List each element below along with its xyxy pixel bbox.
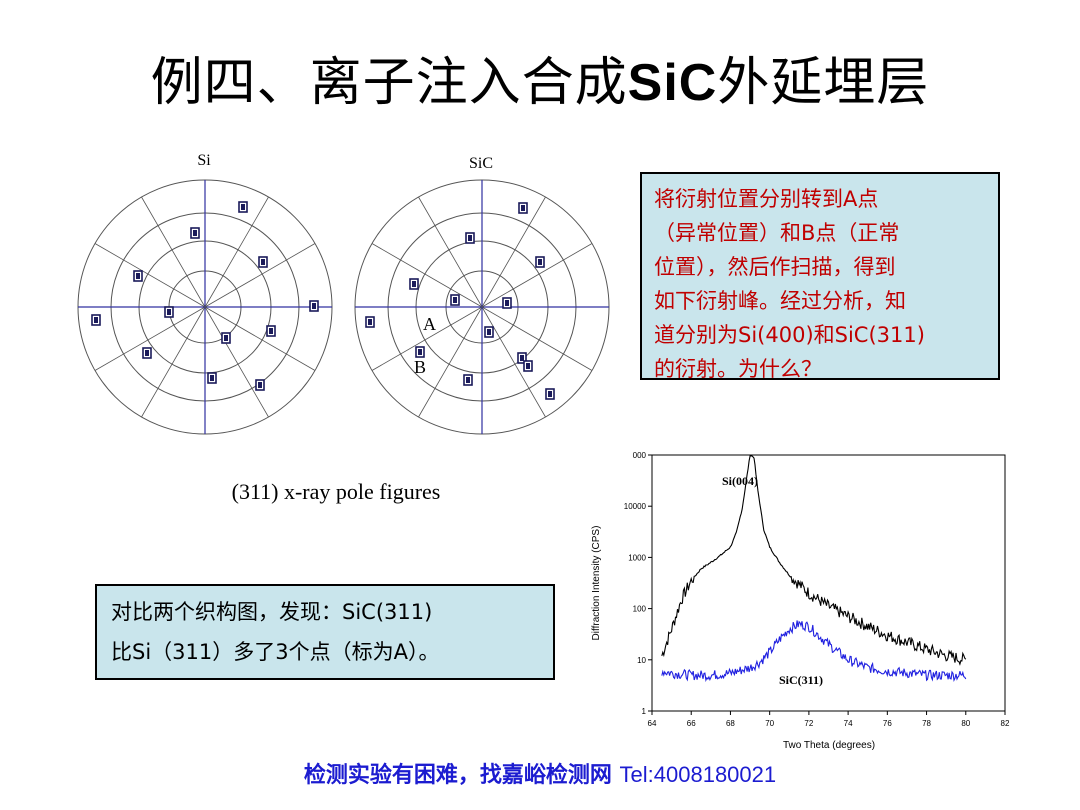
pole-spot-core [210,375,214,381]
pole-spoke [371,306,483,371]
x-tick-label: 76 [883,719,892,728]
x-tick-label: 80 [961,719,970,728]
explanation-line: 位置），然后作扫描，得到 [654,255,896,279]
series-label-sic311: SiC(311) [779,673,823,687]
pole-spot-core [193,230,197,236]
pole-spoke [141,306,206,418]
pole-spoke [94,306,206,371]
pole-spoke [481,306,546,418]
y-tick-label: 1000 [628,553,646,562]
explanation-box: 将衍射位置分别转到A点 （异常位置）和B点（正常 位置），然后作扫描，得到 如下… [640,172,1000,381]
pole-spot-core [548,391,552,397]
pole-spoke [204,306,316,371]
pole-spot-core [453,297,457,303]
pole-spoke [204,243,316,308]
pole-spoke [204,196,269,308]
pole-spot-core [468,235,472,241]
x-tick-label: 72 [804,719,813,728]
pole-spot-core [261,259,265,265]
pole-spot-core [505,300,509,306]
x-tick-label: 82 [1001,719,1010,728]
pole-figure-si [77,179,333,435]
x-axis-ticks: 64 66 68 70 72 74 76 78 80 82 [648,711,1010,728]
pole-spoke [481,243,593,308]
y-tick-label: 1 [642,707,647,716]
y-tick-label: 000 [633,451,647,460]
x-tick-label: 66 [687,719,696,728]
pole-spoke [141,196,206,308]
footer-contact: 检测实验有困难，找嘉峪检测网 Tel:4008180021 [303,762,777,788]
pole-spot-core [526,363,530,369]
pole-figure-sic-label: SiC [469,155,493,172]
series-line-sic311 [661,620,967,683]
pole-spot-core [269,328,273,334]
x-tick-label: 74 [844,719,853,728]
x-tick-label: 70 [765,719,774,728]
pole-spoke [94,243,206,308]
y-tick-label: 10 [637,656,646,665]
pole-spot-core [538,259,542,265]
y-tick-label: 100 [633,605,647,614]
point-a-label: A [423,314,436,334]
pole-spoke [371,243,483,308]
point-b-label: B [414,357,426,377]
explanation-line: 将衍射位置分别转到A点 [654,187,879,211]
explanation-line: 如下衍射峰。经过分析，知 [654,289,906,313]
pole-spot-core [312,303,316,309]
pole-figure-si-label: Si [197,152,211,169]
pole-spoke [481,196,546,308]
pole-spot-core [368,319,372,325]
pole-spot-core [466,377,470,383]
pole-spot-core [145,350,149,356]
pole-figure-caption: (311) x-ray pole figures [232,479,441,504]
pole-figure-sic [354,179,610,435]
x-axis-label: Two Theta (degrees) [783,740,875,751]
x-tick-label: 64 [648,719,657,728]
explanation-line: 的衍射。为什么？ [654,357,822,381]
explanation-line: 道分别为Si(400)和SiC(311) [654,323,925,347]
pole-spoke [481,306,593,371]
pole-spot-core [167,309,171,315]
y-tick-label: 10000 [624,502,647,511]
comparison-line: 对比两个织构图，发现：SiC(311) [111,600,433,624]
pole-spot-core [418,349,422,355]
pole-spot-core [224,335,228,341]
series-label-si004: Si(004) [722,474,758,488]
x-tick-label: 68 [726,719,735,728]
y-axis-label: Diffraction Intensity (CPS) [591,526,602,641]
chart-series [661,455,967,683]
pole-spot-core [136,273,140,279]
pole-spoke [418,306,483,418]
page-title: 例四、离子注入合成SiC外延埋层 [150,53,930,113]
pole-spot-core [520,355,524,361]
y-axis-ticks: 1 10 100 1000 10000 000 [624,451,652,716]
chart-plot-frame [651,454,1006,712]
pole-spot-core [521,205,525,211]
series-line-si004 [661,455,967,666]
pole-spot-core [258,382,262,388]
xrd-chart: 64 66 68 70 72 74 76 78 80 82 110100100010000000 … [581,440,1011,760]
comparison-line: 比Si（311）多了3个点（标为A）。 [111,640,440,664]
pole-spot-core [241,204,245,210]
pole-spot-core [94,317,98,323]
pole-spot-core [487,329,491,335]
pole-spoke [418,196,483,308]
comparison-box: 对比两个织构图，发现：SiC(311) 比Si（311）多了3个点（标为A）。 [95,584,555,680]
pole-spot-core [412,281,416,287]
chart-background [581,440,1011,760]
pole-spoke [204,306,269,418]
explanation-line: （异常位置）和B点（正常 [654,221,900,245]
x-tick-label: 78 [922,719,931,728]
